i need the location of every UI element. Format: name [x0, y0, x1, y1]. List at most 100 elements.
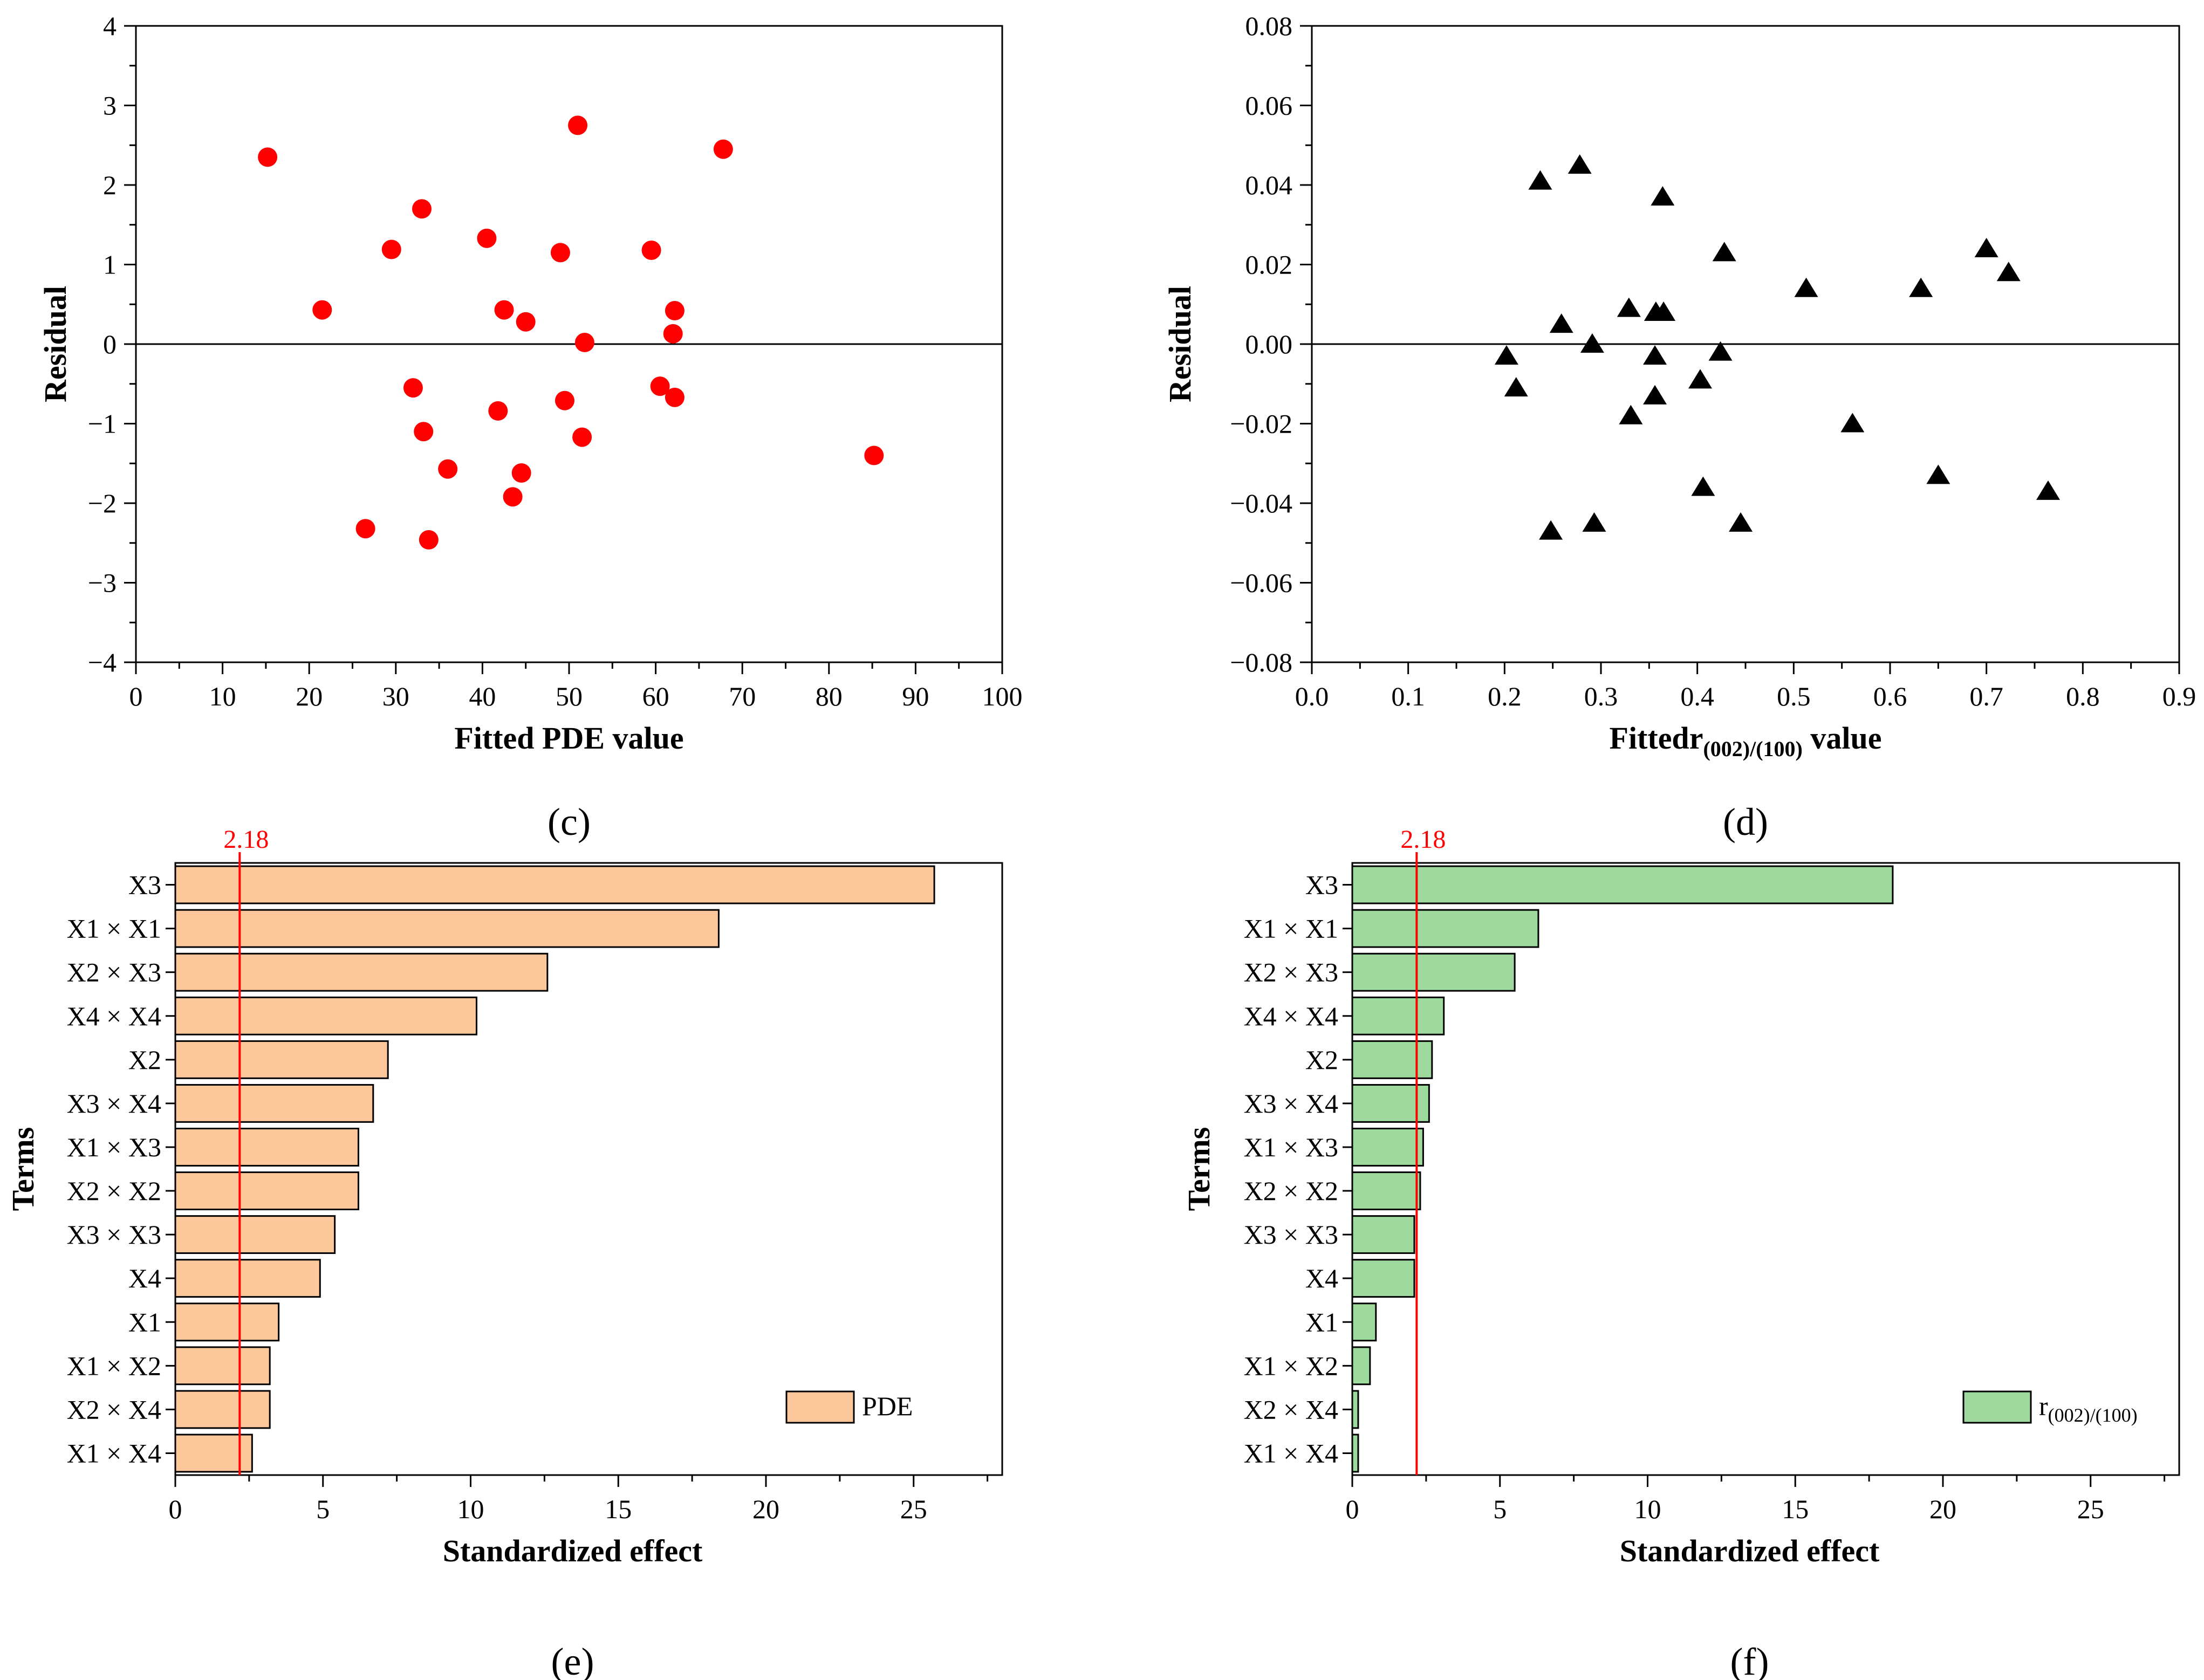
bar: [1351, 1302, 1377, 1342]
data-point: [1909, 277, 1933, 297]
category-label: X4 × X4: [67, 1001, 161, 1031]
data-point: [419, 530, 439, 550]
data-point: [258, 147, 278, 167]
y-tick-label: 0.06: [1245, 91, 1293, 121]
category-label: X3: [1305, 870, 1338, 900]
x-tick-label: 90: [902, 681, 929, 711]
x-tick-label: 0.0: [1295, 681, 1329, 711]
data-point: [1504, 377, 1528, 397]
category-label: X1: [1305, 1307, 1338, 1337]
y-tick-label: 0.04: [1245, 170, 1293, 200]
x-tick-label: 25: [900, 1494, 927, 1524]
y-tick-label: 0.08: [1245, 11, 1293, 41]
data-point: [1617, 297, 1641, 317]
category-label: X3 × X3: [67, 1219, 161, 1250]
y-tick-label: 3: [103, 91, 117, 121]
data-point: [1582, 512, 1606, 532]
bar: [174, 909, 720, 948]
y-tick-label: −0.04: [1230, 488, 1292, 518]
x-tick-label: 0: [129, 681, 143, 711]
y-tick-label: 0: [103, 329, 117, 359]
x-tick-label: 0: [1346, 1494, 1359, 1524]
data-point: [1539, 520, 1563, 540]
bar: [1351, 1171, 1421, 1210]
x-tick-label: 0.4: [1680, 681, 1714, 711]
x-tick-label: 0.5: [1777, 681, 1811, 711]
data-point: [574, 333, 594, 353]
data-point: [568, 115, 588, 135]
category-label: X2 × X2: [1244, 1176, 1338, 1206]
threshold-label: 2.18: [1400, 825, 1446, 854]
legend-label-main: r: [2039, 1391, 2048, 1421]
data-point: [650, 376, 670, 396]
x-tick-label: 100: [982, 681, 1023, 711]
y-tick-label: −0.02: [1230, 409, 1292, 439]
category-label: X1: [128, 1307, 161, 1337]
data-point: [2036, 480, 2061, 500]
data-point: [1688, 369, 1713, 389]
data-point: [1712, 242, 1736, 262]
data-point: [1643, 385, 1667, 404]
data-point: [864, 445, 884, 465]
x-tick-label: 80: [816, 681, 843, 711]
bar: [174, 1259, 321, 1298]
bar: [174, 1215, 336, 1254]
y-tick-label: −0.08: [1230, 647, 1292, 677]
bar: [1351, 1040, 1433, 1079]
bar: [174, 1302, 280, 1342]
category-label: X1 × X1: [67, 914, 161, 944]
y-tick-label: 2: [103, 170, 117, 200]
data-point: [555, 390, 574, 410]
data-point: [641, 240, 661, 260]
data-point: [516, 312, 536, 332]
x-tick-label: 15: [1782, 1494, 1809, 1524]
legend-label-subscript: (002)/(100): [2048, 1404, 2138, 1426]
x-tick-label: 5: [1493, 1494, 1507, 1524]
data-point: [1708, 341, 1733, 361]
bar: [174, 1346, 271, 1386]
panel-d-residual-plot: 0.0 0.1 0.2 0.3 0.4 0.5 0.6 0.7 0.8 0.9 −0.08 −0.06…: [1162, 11, 2196, 844]
data-point: [412, 199, 432, 219]
x-axis-title: Fittedr(002)/(100) value: [1610, 721, 1882, 761]
category-label: X3: [128, 870, 161, 900]
panel-label: (e): [551, 1640, 594, 1680]
category-label: X3 × X4: [67, 1088, 161, 1119]
bar: [1351, 1259, 1415, 1298]
data-point: [1568, 154, 1592, 174]
legend-swatch: [785, 1390, 855, 1424]
x-tick-label: 40: [469, 681, 496, 711]
category-label: X2 × X4: [1244, 1394, 1338, 1424]
x-tick-label: 0.8: [2066, 681, 2100, 711]
data-point: [1528, 170, 1552, 190]
bar: [1351, 909, 1539, 948]
data-point: [1651, 186, 1675, 206]
bar: [1351, 1390, 1359, 1429]
y-tick-label: 4: [103, 11, 117, 41]
bar: [1351, 1215, 1415, 1254]
data-point: [438, 459, 458, 479]
x-tick-label: 0.7: [1969, 681, 2003, 711]
data-point: [312, 300, 332, 320]
x-axis-title-tail: value: [1803, 721, 1882, 756]
panel-c-residual-plot: 0 10 20 30 40 50 60 70 80 90 100 −4 −3 −2 −1 0 1 2 3 4 Resid…: [38, 11, 1023, 844]
y-tick-label: −4: [88, 647, 117, 677]
data-point: [1549, 313, 1573, 333]
category-label: X2 × X3: [67, 957, 161, 988]
bar: [1351, 1434, 1359, 1473]
x-tick-label: 0.6: [1873, 681, 1907, 711]
x-tick-label: 15: [605, 1494, 632, 1524]
x-tick-label: 10: [1634, 1494, 1661, 1524]
x-axis-title-main: Fittedr: [1610, 721, 1703, 756]
bar: [174, 865, 935, 904]
data-point: [550, 243, 570, 263]
data-point: [665, 301, 685, 321]
category-label: X2: [128, 1045, 161, 1075]
x-axis-title: Fitted PDE value: [454, 721, 683, 756]
y-tick-label: −2: [88, 488, 117, 518]
x-tick-label: 0.1: [1391, 681, 1425, 711]
data-point: [1494, 345, 1518, 365]
y-axis-title: Residual: [38, 286, 73, 402]
x-tick-label: 10: [457, 1494, 484, 1524]
bar: [174, 952, 549, 992]
